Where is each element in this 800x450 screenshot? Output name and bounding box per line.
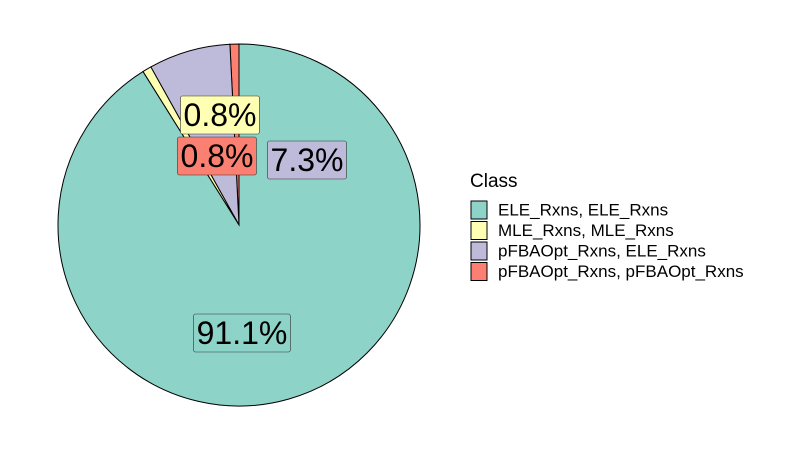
- legend-item-2: MLE_Rxns, MLE_Rxns: [470, 221, 674, 240]
- slice-label-2: 0.8%: [180, 95, 260, 135]
- slice-labels: 91.1% 0.8% 7.3% 0.8%: [177, 95, 347, 353]
- legend-item-1: ELE_Rxns, ELE_Rxns: [470, 200, 668, 220]
- slice-label-box: [267, 140, 347, 180]
- legend-item-4: pFBAOpt_Rxns, pFBAOpt_Rxns: [470, 262, 744, 281]
- slice-label-text: 0.8%: [181, 138, 254, 174]
- legend-title: Class: [470, 171, 518, 192]
- legend-swatch: [470, 200, 488, 220]
- legend-swatch: [470, 241, 488, 261]
- pie-slice-1: [57, 43, 421, 407]
- slice-label-3: 7.3%: [267, 140, 347, 180]
- legend-label: pFBAOpt_Rxns, pFBAOpt_Rxns: [498, 262, 744, 281]
- pie-slices: [57, 43, 421, 407]
- legend-label: pFBAOpt_Rxns, ELE_Rxns: [498, 242, 706, 261]
- slice-label-box: [177, 136, 257, 176]
- legend-label: MLE_Rxns, MLE_Rxns: [498, 221, 674, 240]
- slice-label-box: [180, 95, 260, 135]
- slice-label-1: 91.1%: [193, 313, 291, 353]
- legend-item-3: pFBAOpt_Rxns, ELE_Rxns: [470, 241, 706, 261]
- legend-swatch: [470, 221, 488, 240]
- legend-label: ELE_Rxns, ELE_Rxns: [498, 201, 668, 220]
- legend-swatch: [470, 262, 488, 281]
- slice-label-text: 7.3%: [271, 142, 344, 178]
- slice-label-text: 91.1%: [197, 315, 288, 351]
- slice-label-4: 0.8%: [177, 136, 257, 176]
- slice-label-text: 0.8%: [184, 97, 257, 133]
- slice-label-box: [193, 313, 291, 353]
